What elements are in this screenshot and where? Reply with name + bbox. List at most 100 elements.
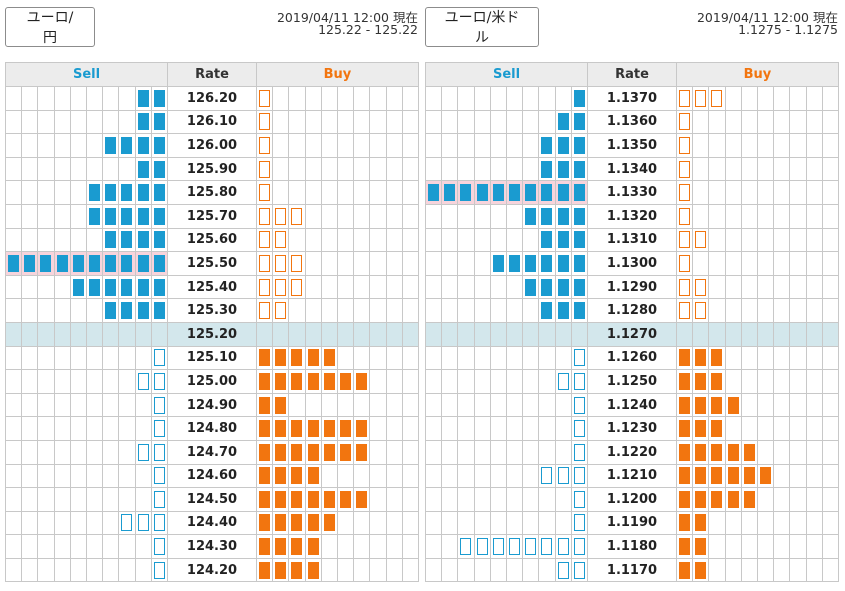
buy-cell [255, 133, 274, 158]
buy-cell [336, 416, 355, 441]
sell-cell [85, 203, 104, 229]
sell-cell [134, 298, 152, 323]
sell-cell [457, 133, 475, 158]
buy-cell [675, 557, 694, 583]
sell-cell [538, 416, 556, 441]
sell-cell [134, 86, 152, 111]
sell-cell [489, 487, 507, 512]
sell-cell [457, 180, 475, 205]
pair-button-eurusd[interactable]: ユーロ/米ドル [425, 7, 539, 47]
buy-cell [320, 298, 338, 323]
buy-cell [756, 557, 775, 583]
buy-cell [272, 321, 290, 347]
sell-cell [150, 321, 169, 347]
sell-cell [4, 298, 23, 323]
buy-cell [320, 274, 338, 300]
buy-order-box [679, 278, 691, 296]
buy-order-box [695, 514, 707, 532]
sell-order-box [121, 254, 133, 272]
sell-cell [522, 369, 540, 394]
sell-cell [424, 203, 443, 229]
sell-cell [489, 392, 507, 418]
buy-cell [401, 180, 419, 205]
sell-cell [37, 557, 55, 583]
rate-value: 125.80 [167, 180, 257, 205]
buy-order-box [307, 372, 319, 390]
sell-cell [441, 133, 459, 158]
sell-cell [570, 487, 589, 512]
sell-cell [522, 156, 540, 182]
sell-cell [37, 203, 55, 229]
sell-cell [441, 487, 459, 512]
buy-cell [320, 392, 338, 418]
sell-cell [473, 251, 491, 276]
sell-cell [554, 321, 572, 347]
rate-row: 1.1240 [424, 392, 839, 418]
buy-cell [401, 251, 419, 276]
rate-row: 126.20 [4, 86, 419, 111]
buy-cell [272, 534, 290, 559]
sell-cell [53, 251, 71, 276]
buy-cell [255, 156, 274, 182]
sell-cell [118, 133, 136, 158]
sell-order-box [105, 302, 117, 320]
buy-cell [272, 392, 290, 418]
sell-order-box [153, 514, 165, 532]
buy-cell [401, 392, 419, 418]
buy-cell [805, 487, 823, 512]
buy-cell [756, 487, 775, 512]
buy-cell [740, 109, 758, 135]
rate-row: 1.1200 [424, 487, 839, 512]
sell-cell [554, 203, 572, 229]
buy-cell [353, 109, 371, 135]
sell-cell [489, 439, 507, 465]
buy-cell [805, 369, 823, 394]
buy-cell [369, 180, 387, 205]
sell-cell [102, 180, 120, 205]
order-book-table: Sell Rate Buy 1.1370 1.1360 1.1350 1.1340 1.… [424, 62, 839, 583]
sell-cell [69, 274, 87, 300]
sell-cell [118, 298, 136, 323]
buy-cell [320, 369, 338, 394]
sell-cell [134, 463, 152, 489]
buy-cell [740, 557, 758, 583]
buy-cell [740, 510, 758, 536]
buy-cell [773, 416, 791, 441]
buy-cell [821, 321, 839, 347]
buy-cell [336, 369, 355, 394]
buy-cell [692, 416, 710, 441]
rate-value: 1.1310 [587, 227, 677, 253]
sell-cell [505, 109, 524, 135]
rate-value: 1.1330 [587, 180, 677, 205]
sell-cell [489, 557, 507, 583]
buy-cell [320, 180, 338, 205]
buy-cell [288, 274, 306, 300]
buy-cell [740, 227, 758, 253]
sell-order-box [557, 538, 569, 556]
buy-order-box [711, 490, 723, 508]
rate-value: 1.1340 [587, 156, 677, 182]
pair-button-eurjpy[interactable]: ユーロ/円 [5, 7, 95, 47]
buy-cell [353, 203, 371, 229]
buy-cell [288, 321, 306, 347]
buy-order-box [275, 349, 287, 367]
buy-cell [401, 86, 419, 111]
sell-cell [21, 109, 39, 135]
sell-cell [570, 156, 589, 182]
buy-cell [304, 345, 322, 371]
sell-cell [37, 180, 55, 205]
buy-cell [353, 156, 371, 182]
buy-cell [304, 369, 322, 394]
buy-cell [805, 416, 823, 441]
sell-order-box [153, 561, 165, 579]
sell-cell [102, 534, 120, 559]
sell-order-box [557, 302, 569, 320]
buy-cell [692, 156, 710, 182]
sell-cell [457, 369, 475, 394]
buy-order-box [259, 443, 271, 461]
buy-cell [304, 439, 322, 465]
sell-cell [85, 557, 104, 583]
sell-cell [457, 227, 475, 253]
buy-cell [724, 298, 742, 323]
buy-cell [401, 463, 419, 489]
